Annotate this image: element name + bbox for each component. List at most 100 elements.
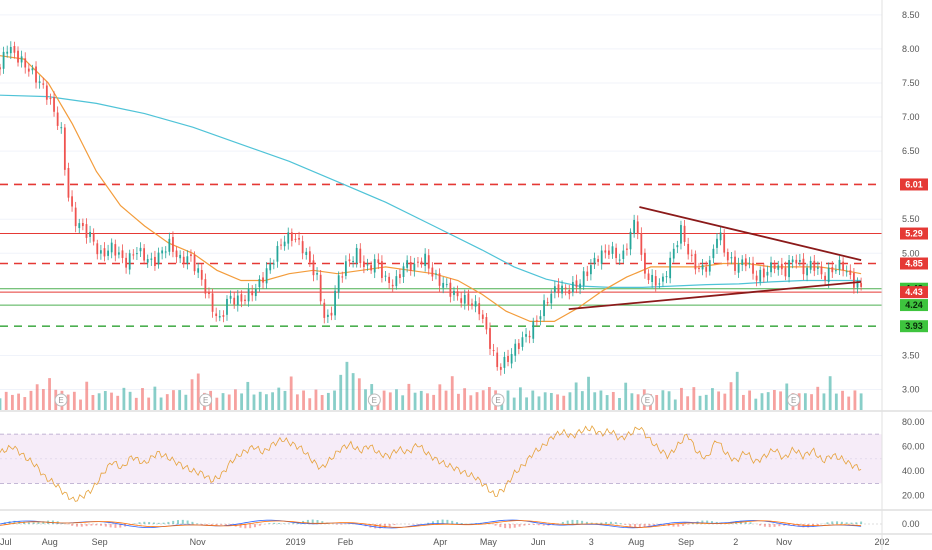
candle-body xyxy=(503,356,506,368)
earnings-marker-label: E xyxy=(58,396,63,405)
macd-bar xyxy=(542,524,545,526)
volume-bar xyxy=(772,390,776,410)
macd-bar xyxy=(648,524,651,527)
macd-bar xyxy=(523,524,526,526)
candle-body xyxy=(719,232,722,241)
volume-bar xyxy=(834,393,838,410)
candle-body xyxy=(373,259,376,273)
volume-bar xyxy=(153,386,157,410)
candle-body xyxy=(600,250,603,264)
macd-bar xyxy=(176,520,179,524)
candle-body xyxy=(377,259,380,264)
candle-body xyxy=(27,68,30,72)
macd-bar xyxy=(109,524,112,528)
candle-body xyxy=(543,300,545,317)
macd-bar xyxy=(114,524,117,528)
volume-bar xyxy=(568,392,572,410)
volume-bar xyxy=(357,378,361,410)
macd-bar xyxy=(605,522,608,524)
candle-body xyxy=(352,260,354,262)
x-tick-label: Sep xyxy=(92,537,108,547)
volume-bar xyxy=(122,387,126,410)
candle-body xyxy=(730,257,733,259)
candle-body xyxy=(568,290,571,295)
volume-bar xyxy=(320,395,324,410)
candle-body xyxy=(344,261,347,276)
price-tick-label: 8.50 xyxy=(902,10,920,20)
macd-bar xyxy=(783,524,786,526)
volume-bar xyxy=(345,361,349,410)
candle-body xyxy=(312,260,315,276)
earnings-marker xyxy=(787,393,801,407)
candle-body xyxy=(391,284,394,287)
candle-body xyxy=(226,298,228,315)
candle-body xyxy=(247,289,250,302)
volume-bar xyxy=(252,394,256,410)
candle-body xyxy=(143,248,146,261)
candle-body xyxy=(651,274,654,283)
volume-bar xyxy=(853,390,857,410)
macd-bar xyxy=(220,524,223,525)
macd-bar xyxy=(845,522,848,524)
candle-body xyxy=(388,276,391,283)
macd-bar xyxy=(831,521,834,524)
candle-body xyxy=(326,314,329,317)
rsi-tick-label: 40.00 xyxy=(902,466,925,476)
macd-bar xyxy=(749,522,752,524)
candle-body xyxy=(168,238,171,252)
macd-bar xyxy=(629,524,632,527)
volume-bar xyxy=(72,391,76,410)
macd-bar xyxy=(456,522,459,524)
volume-bar xyxy=(17,393,20,410)
macd-bar xyxy=(335,524,338,525)
trendline-lower xyxy=(568,281,862,311)
candle-body xyxy=(20,56,23,63)
volume-bar xyxy=(717,391,721,410)
volume-bar xyxy=(630,393,634,410)
volume-bar xyxy=(66,394,70,410)
macd-bar xyxy=(792,524,795,526)
macd-bar xyxy=(638,524,641,528)
candle-body xyxy=(687,243,690,255)
volume-bar xyxy=(673,399,677,410)
volume-bar xyxy=(141,388,144,410)
macd-bar xyxy=(816,524,819,526)
candle-body xyxy=(665,276,668,278)
candle-body xyxy=(154,256,156,267)
candle-body xyxy=(654,276,657,286)
volume-bar xyxy=(29,390,33,410)
candle-body xyxy=(35,66,37,83)
macd-bar xyxy=(215,524,218,526)
candle-body xyxy=(136,253,138,255)
macd-bar xyxy=(282,523,285,524)
macd-bar xyxy=(181,519,184,524)
macd-bar xyxy=(460,523,463,524)
candle-body xyxy=(528,335,531,338)
rsi-tick-label: 60.00 xyxy=(902,441,925,451)
candle-body xyxy=(611,246,614,254)
candle-body xyxy=(571,282,574,293)
volume-bar xyxy=(580,391,584,410)
price-tick-label: 8.00 xyxy=(902,44,920,54)
volume-bar xyxy=(41,389,45,410)
candle-body xyxy=(827,267,830,282)
macd-bar xyxy=(306,519,309,524)
candle-body xyxy=(561,285,563,294)
candle-body xyxy=(38,81,41,83)
candle-body xyxy=(780,263,783,270)
volume-bar xyxy=(661,390,665,410)
candle-body xyxy=(806,267,808,276)
candle-body xyxy=(406,260,409,268)
candle-body xyxy=(294,238,297,240)
volume-bar xyxy=(618,397,621,410)
candle-body xyxy=(579,283,581,289)
volume-bar xyxy=(518,387,522,410)
candle-body xyxy=(708,260,711,272)
candle-body xyxy=(449,282,452,297)
candle-body xyxy=(211,293,214,312)
level-badge-label: 5.29 xyxy=(905,229,923,239)
macd-bar xyxy=(133,523,136,524)
candle-body xyxy=(215,313,218,317)
level-badge xyxy=(900,320,928,333)
rsi-line xyxy=(0,425,862,502)
